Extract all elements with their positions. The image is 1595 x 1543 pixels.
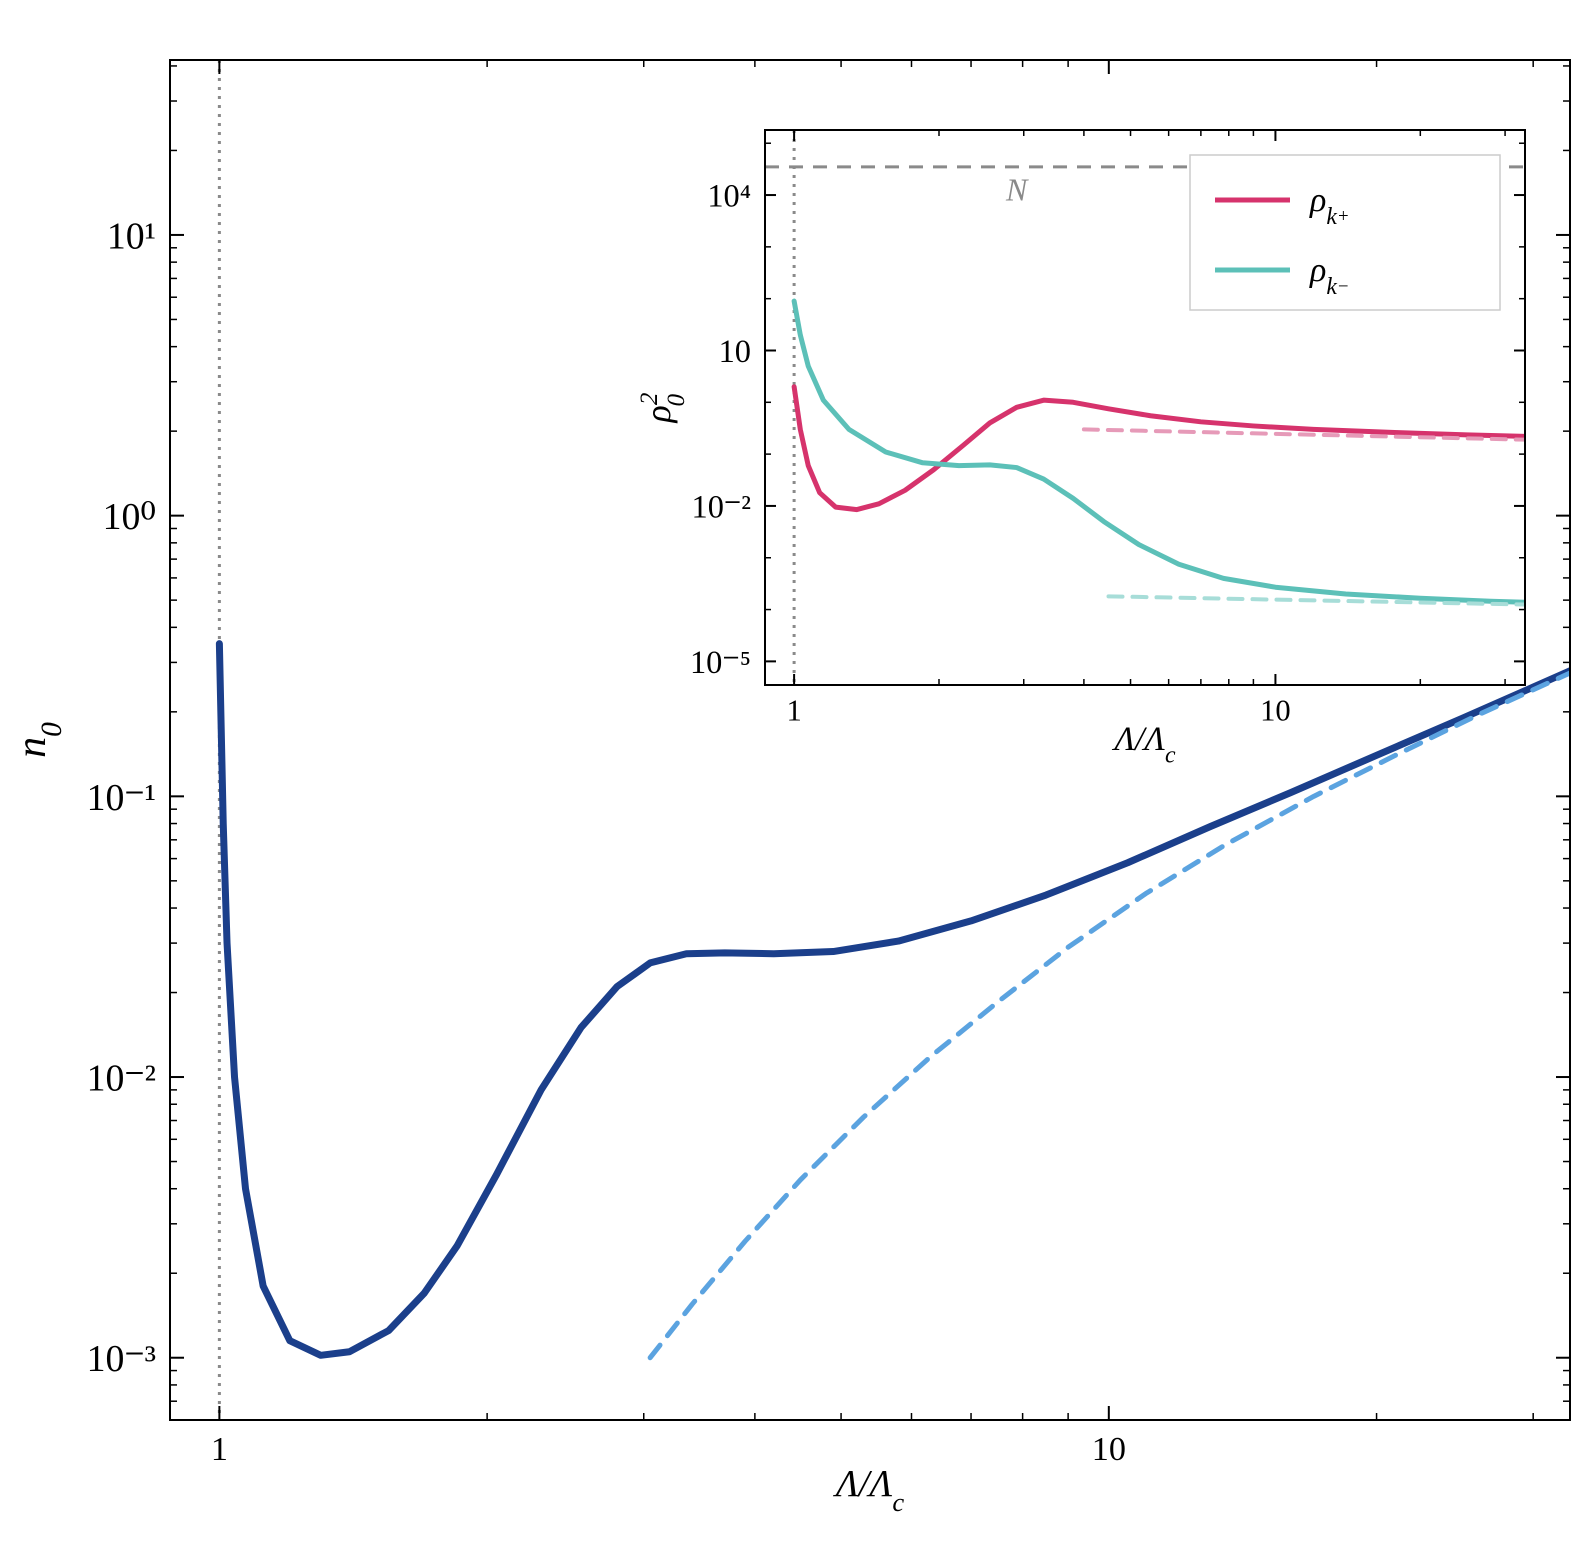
svg-text:10⁻²: 10⁻² bbox=[87, 1057, 156, 1099]
svg-text:10: 10 bbox=[1260, 694, 1291, 728]
y-axis-label: n0 bbox=[9, 722, 68, 758]
svg-text:10⁻¹: 10⁻¹ bbox=[87, 777, 156, 819]
svg-text:10: 10 bbox=[1092, 1431, 1126, 1468]
svg-text:10⁰: 10⁰ bbox=[103, 496, 156, 538]
svg-text:1: 1 bbox=[211, 1431, 228, 1468]
inset-y-axis-label: ρ20 bbox=[636, 392, 690, 423]
series-n0_solid bbox=[219, 644, 1570, 1356]
chart-figure: 1 10 10⁻³ 10⁻² 10⁻¹ 10⁰ 10¹ Λ/Λc n0 N 1 10 10⁻⁵ 10⁻² 1… bbox=[0, 0, 1595, 1543]
svg-text:10: 10 bbox=[719, 334, 751, 370]
svg-text:10⁻³: 10⁻³ bbox=[87, 1338, 156, 1380]
svg-text:10⁻⁵: 10⁻⁵ bbox=[690, 645, 751, 681]
svg-text:10⁴: 10⁴ bbox=[707, 179, 751, 215]
inset-N-label: N bbox=[1005, 171, 1029, 207]
inset-x-axis-label: Λ/Λc bbox=[1111, 721, 1176, 769]
svg-text:10¹: 10¹ bbox=[107, 215, 156, 257]
svg-text:10⁻²: 10⁻² bbox=[692, 489, 751, 525]
chart-svg: 1 10 10⁻³ 10⁻² 10⁻¹ 10⁰ 10¹ Λ/Λc n0 N 1 10 10⁻⁵ 10⁻² 1… bbox=[0, 0, 1595, 1543]
svg-text:1: 1 bbox=[786, 694, 801, 728]
series-n0_dashed bbox=[650, 673, 1570, 1358]
x-axis-label: Λ/Λc bbox=[833, 1463, 904, 1517]
